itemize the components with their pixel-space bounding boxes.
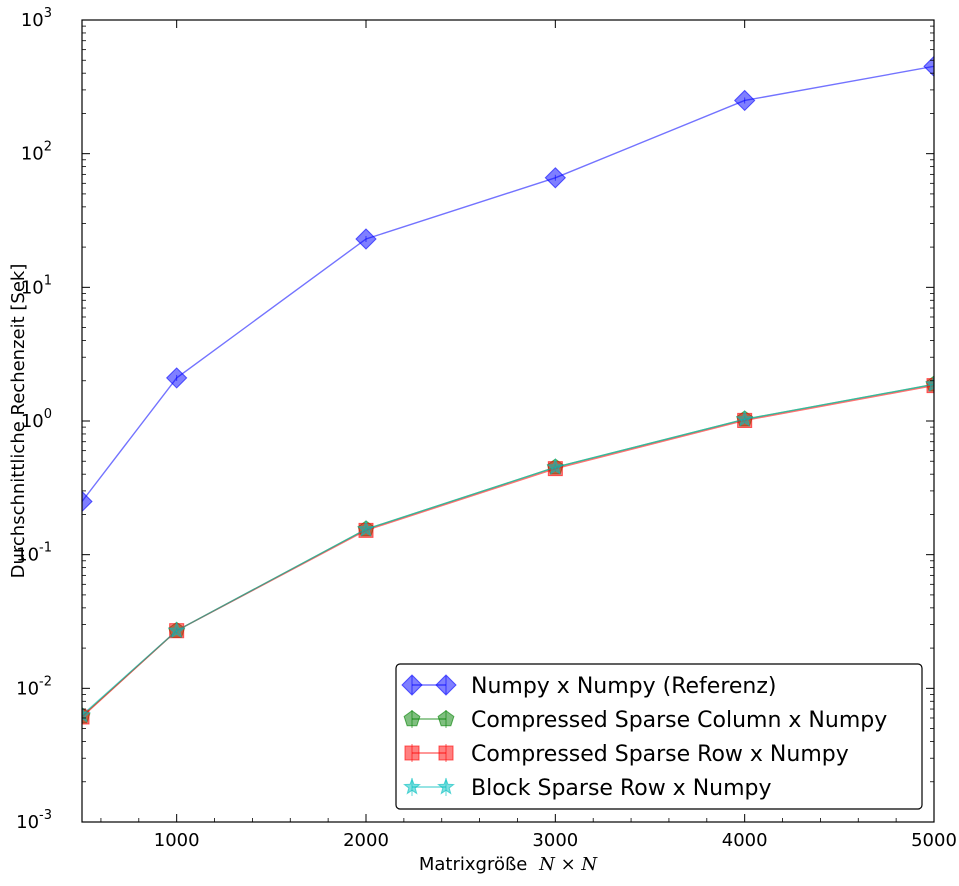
- y-tick-label: 10-3: [16, 808, 52, 833]
- x-tick-label: 3000: [532, 830, 578, 851]
- legend-marker: [437, 777, 455, 795]
- x-tick-label: 2000: [343, 830, 389, 851]
- data-point: [167, 621, 186, 639]
- x-tick-label: 5000: [911, 830, 957, 851]
- data-point: [82, 490, 93, 513]
- series-4: [82, 374, 934, 723]
- x-axis-label-text: Matrixgröße: [419, 854, 528, 875]
- x-tick-label: 1000: [154, 830, 200, 851]
- legend-marker: [403, 777, 421, 795]
- legend-label: Compressed Sparse Row x Numpy: [471, 742, 849, 767]
- y-tick-label: 102: [21, 140, 52, 165]
- y-axis-label: Durchschnittliche Rechenzeit [Sek]: [8, 264, 29, 579]
- legend-entry: Block Sparse Row x Numpy: [403, 776, 772, 801]
- legend-entry: Compressed Sparse Row x Numpy: [404, 742, 849, 767]
- y-tick-label: 10-2: [16, 674, 52, 699]
- data-point: [165, 367, 188, 389]
- data-point: [925, 374, 934, 392]
- legend-entry: Compressed Sparse Column x Numpy: [403, 708, 887, 733]
- series-line: [82, 383, 934, 716]
- ticks-layer: 1000 2000 3000 4000 500010-310-210-110010110…: [16, 6, 957, 851]
- legend-marker: [404, 745, 420, 761]
- legend-marker: [403, 710, 421, 727]
- series-layer: [82, 55, 934, 725]
- series-line: [82, 65, 934, 502]
- x-axis-label: Matrixgröße N × N: [419, 854, 599, 875]
- y-tick-label: 103: [21, 6, 52, 31]
- legend-label: Block Sparse Row x Numpy: [471, 776, 772, 801]
- x-axis-label-math: N × N: [538, 854, 598, 875]
- legend-marker: [401, 674, 423, 696]
- data-point: [735, 409, 754, 427]
- legend-frame: [395, 663, 923, 810]
- data-point: [357, 519, 375, 537]
- legend-marker: [435, 674, 457, 696]
- legend-marker: [437, 710, 455, 727]
- x-tick-label: 4000: [722, 830, 768, 851]
- legend-label: Compressed Sparse Column x Numpy: [471, 708, 887, 733]
- series-1: [82, 55, 934, 513]
- legend-label: Numpy x Numpy (Referenz): [471, 674, 777, 699]
- y-tick-label: 101: [21, 273, 52, 298]
- data-point: [923, 55, 934, 78]
- data-point: [544, 167, 567, 189]
- legend-entry: Numpy x Numpy (Referenz): [401, 674, 777, 699]
- data-point: [355, 228, 377, 250]
- data-point: [546, 457, 565, 475]
- data-point: [733, 89, 756, 112]
- legend-marker: [438, 745, 454, 761]
- legend: Numpy x Numpy (Referenz) Compressed Spars…: [395, 663, 923, 810]
